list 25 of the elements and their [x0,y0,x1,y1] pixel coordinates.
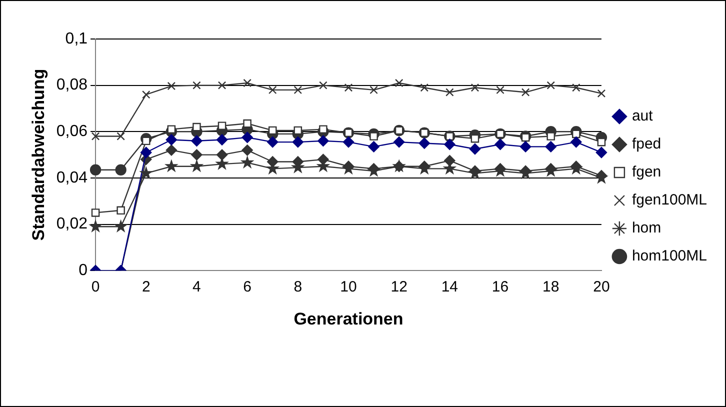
legend-label: fgen100ML [632,192,708,209]
legend-label: fped [632,136,662,153]
x-tick-label: 14 [441,278,458,296]
legend-label: hom [632,220,662,237]
x-tick-label: 0 [91,278,100,296]
x-tick-label: 18 [542,278,560,296]
x-tick-label: 4 [192,278,201,296]
legend-label: hom100ML [632,248,707,265]
x-tick-label: 10 [340,278,357,296]
x-tick-label: 12 [390,278,408,296]
x-tick-label: 20 [593,278,610,296]
x-tick-label: 6 [243,278,252,296]
x-tick-label: 2 [142,278,150,296]
y-tick-label: 0,06 [56,123,88,140]
y-axis-title: Standardabweichung [28,68,48,241]
x-tick-label: 16 [492,278,509,296]
y-tick-label: 0,08 [56,76,88,94]
x-axis-title: Generationen [294,309,404,328]
legend-label: fgen [632,164,662,181]
y-tick-label: 0,1 [65,30,88,48]
legend-label: aut [632,108,654,125]
y-tick-label: 0 [78,262,88,280]
y-tick-label: 0,04 [56,169,88,186]
x-tick-label: 8 [294,278,302,296]
y-tick-label: 0,02 [56,216,88,233]
